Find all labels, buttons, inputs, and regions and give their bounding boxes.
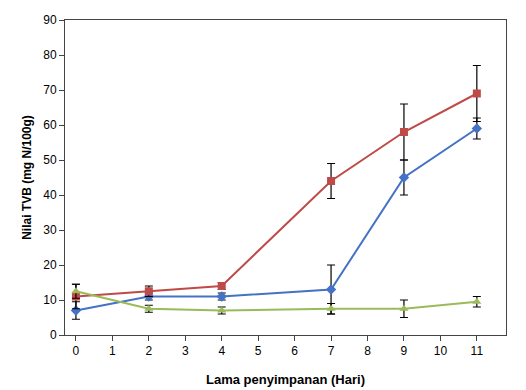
svg-text:10: 10 — [43, 293, 57, 307]
svg-text:10: 10 — [434, 344, 448, 358]
svg-text:Lama penyimpanan (Hari): Lama penyimpanan (Hari) — [206, 372, 365, 387]
svg-text:0: 0 — [50, 328, 57, 342]
svg-text:11: 11 — [471, 344, 484, 358]
svg-text:20: 20 — [43, 258, 57, 272]
svg-text:80: 80 — [43, 48, 57, 62]
svg-text:70: 70 — [43, 83, 57, 97]
svg-text:3: 3 — [182, 344, 189, 358]
svg-text:0: 0 — [73, 344, 80, 358]
svg-text:7: 7 — [328, 344, 335, 358]
svg-text:1: 1 — [109, 344, 116, 358]
svg-text:Nilai TVB (mg N/100g): Nilai TVB (mg N/100g) — [20, 115, 34, 240]
svg-text:30: 30 — [43, 223, 57, 237]
svg-text:5: 5 — [255, 344, 262, 358]
svg-text:90: 90 — [43, 13, 57, 27]
svg-text:9: 9 — [401, 344, 408, 358]
svg-text:60: 60 — [43, 118, 57, 132]
svg-text:4: 4 — [218, 344, 225, 358]
svg-text:6: 6 — [291, 344, 298, 358]
svg-text:2: 2 — [145, 344, 152, 358]
svg-text:40: 40 — [43, 188, 57, 202]
svg-text:50: 50 — [43, 153, 57, 167]
svg-text:8: 8 — [364, 344, 371, 358]
